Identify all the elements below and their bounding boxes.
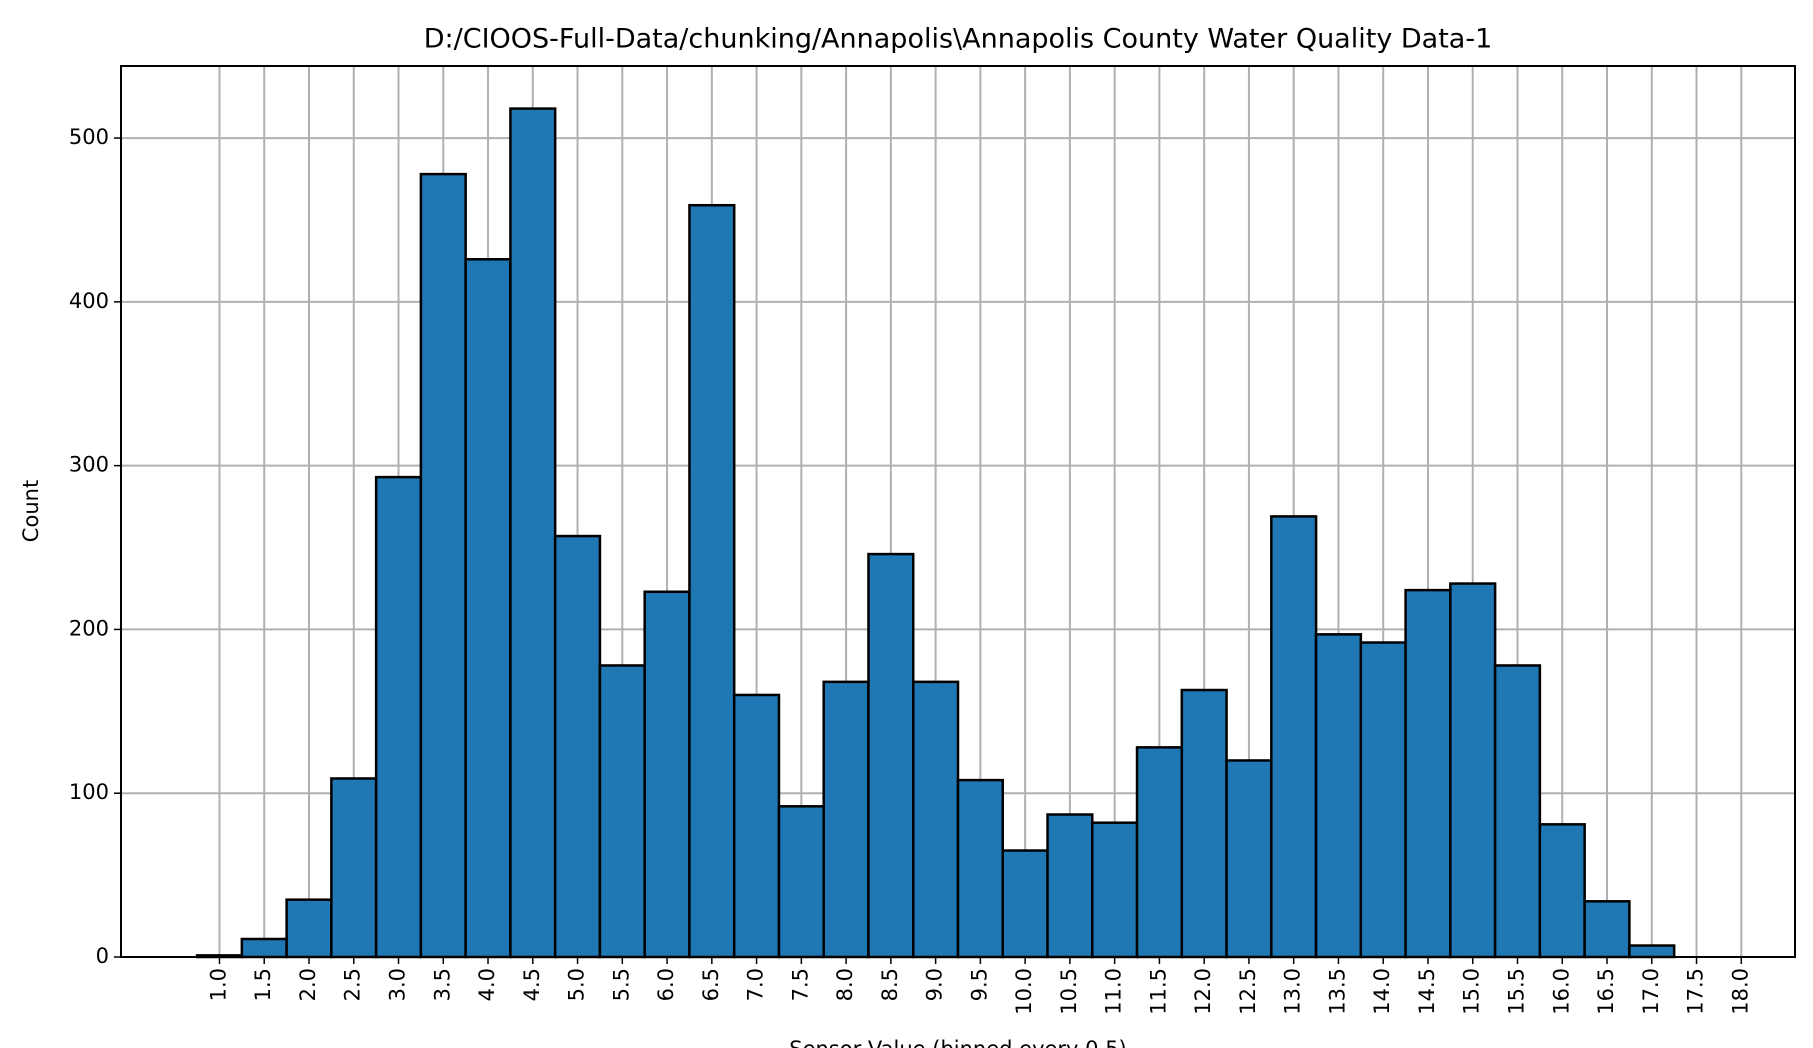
- plot-frame: [120, 65, 1796, 958]
- x-tick-label: 11.5: [1146, 968, 1170, 1015]
- bar: [1449, 582, 1497, 959]
- chart-title: D:/CIOOS-Full-Data/chunking/Annapolis\An…: [424, 24, 1493, 55]
- bar: [464, 258, 512, 959]
- bar: [509, 107, 557, 959]
- x-tick-label: 15.5: [1504, 968, 1528, 1015]
- bar: [643, 590, 691, 959]
- x-tick-label: 4.5: [520, 968, 544, 1001]
- x-tick-label: 7.5: [788, 968, 812, 1001]
- bar: [1091, 821, 1139, 959]
- x-tick-label: 1.5: [251, 968, 275, 1001]
- bar: [867, 552, 915, 959]
- x-tick-label: 17.0: [1639, 968, 1663, 1015]
- bar: [822, 680, 870, 959]
- bar: [1314, 633, 1363, 959]
- x-tick-label: 11.0: [1102, 968, 1126, 1015]
- bar: [1628, 944, 1676, 959]
- bar: [1583, 900, 1631, 959]
- bar: [911, 680, 960, 959]
- bar: [688, 203, 736, 959]
- bar: [598, 664, 646, 959]
- bar: [419, 172, 467, 959]
- x-tick-label: 14.0: [1370, 968, 1394, 1015]
- x-tick-label: 16.0: [1549, 968, 1573, 1015]
- y-tick-label: 300: [69, 453, 109, 477]
- bar: [1359, 641, 1407, 959]
- bar: [1538, 823, 1586, 959]
- x-tick-label: 13.0: [1281, 968, 1305, 1015]
- x-tick-label: 5.5: [609, 968, 633, 1001]
- x-tick-label: 18.0: [1728, 968, 1752, 1015]
- y-tick-label: 100: [69, 780, 109, 804]
- bar: [1404, 588, 1452, 959]
- x-tick-label: 9.0: [923, 968, 947, 1001]
- x-tick-label: 1.0: [206, 968, 230, 1001]
- bar: [956, 778, 1005, 959]
- x-tick-label: 6.0: [654, 968, 678, 1001]
- x-tick-label: 7.0: [744, 968, 768, 1001]
- bar: [1270, 515, 1318, 959]
- y-tick-label: 0: [96, 944, 109, 968]
- x-tick-label: 3.0: [386, 968, 410, 1001]
- bar: [1135, 746, 1184, 959]
- x-tick-label: 2.0: [296, 968, 320, 1001]
- x-tick-label: 17.5: [1684, 968, 1708, 1015]
- x-axis-label: Sensor Value (binned every 0.5): [789, 1037, 1127, 1048]
- x-tick-label: 12.5: [1236, 968, 1260, 1015]
- y-tick-label: 200: [69, 616, 109, 640]
- x-tick-label: 8.0: [833, 968, 857, 1001]
- x-tick-label: 16.5: [1594, 968, 1618, 1015]
- bar: [777, 805, 825, 959]
- bar: [240, 937, 288, 959]
- bar: [1225, 759, 1273, 959]
- x-tick-label: 2.5: [341, 968, 365, 1001]
- y-axis-label: Count: [19, 480, 43, 542]
- bar: [1001, 849, 1049, 959]
- bar: [374, 475, 423, 959]
- y-tick-label: 500: [69, 125, 109, 149]
- bar: [553, 534, 602, 959]
- x-tick-label: 8.5: [878, 968, 902, 1001]
- x-tick-label: 4.0: [475, 968, 499, 1001]
- bar: [732, 693, 781, 959]
- x-tick-label: 10.0: [1012, 968, 1036, 1015]
- x-tick-label: 14.5: [1415, 968, 1439, 1015]
- x-tick-label: 12.0: [1191, 968, 1215, 1015]
- bar: [285, 898, 333, 959]
- bar: [1046, 813, 1094, 959]
- x-tick-label: 15.0: [1460, 968, 1484, 1015]
- x-tick-label: 6.5: [699, 968, 723, 1001]
- x-tick-label: 5.0: [565, 968, 589, 1001]
- bar: [330, 777, 378, 959]
- y-tick-label: 400: [69, 289, 109, 313]
- bar: [1180, 688, 1228, 959]
- x-tick-label: 3.5: [430, 968, 454, 1001]
- x-tick-label: 13.5: [1325, 968, 1349, 1015]
- x-tick-label: 9.5: [967, 968, 991, 1001]
- bar: [1493, 664, 1542, 959]
- x-tick-label: 10.5: [1057, 968, 1081, 1015]
